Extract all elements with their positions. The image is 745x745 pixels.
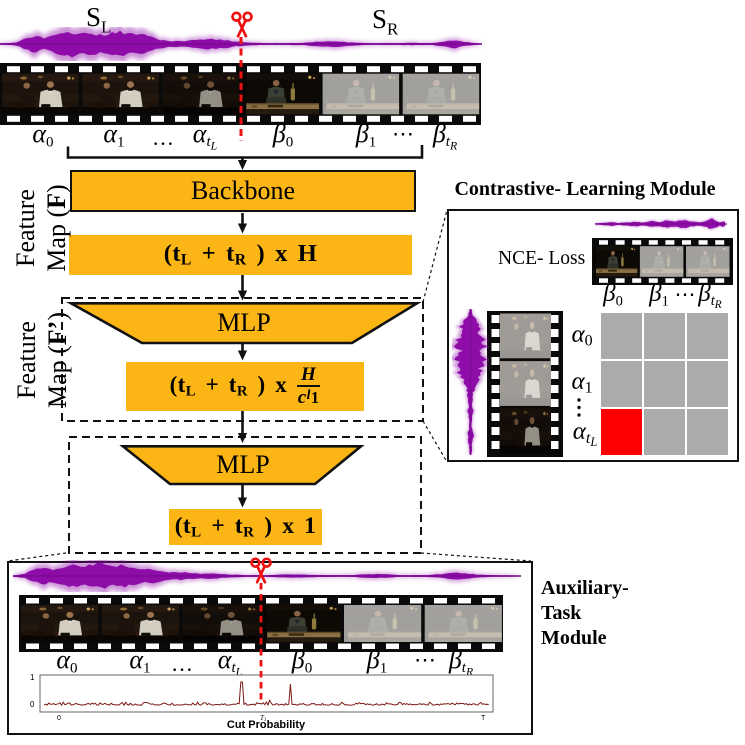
- svg-text:1: 1: [30, 673, 35, 682]
- svg-text:T: T: [481, 715, 486, 722]
- svg-text:T1: T1: [260, 714, 266, 723]
- svg-text:MLP: MLP: [217, 308, 270, 337]
- svg-text:MLP: MLP: [216, 450, 269, 479]
- svg-text:0: 0: [57, 715, 61, 722]
- svg-text:Cut Probability: Cut Probability: [227, 719, 306, 731]
- svg-text:0: 0: [30, 700, 35, 709]
